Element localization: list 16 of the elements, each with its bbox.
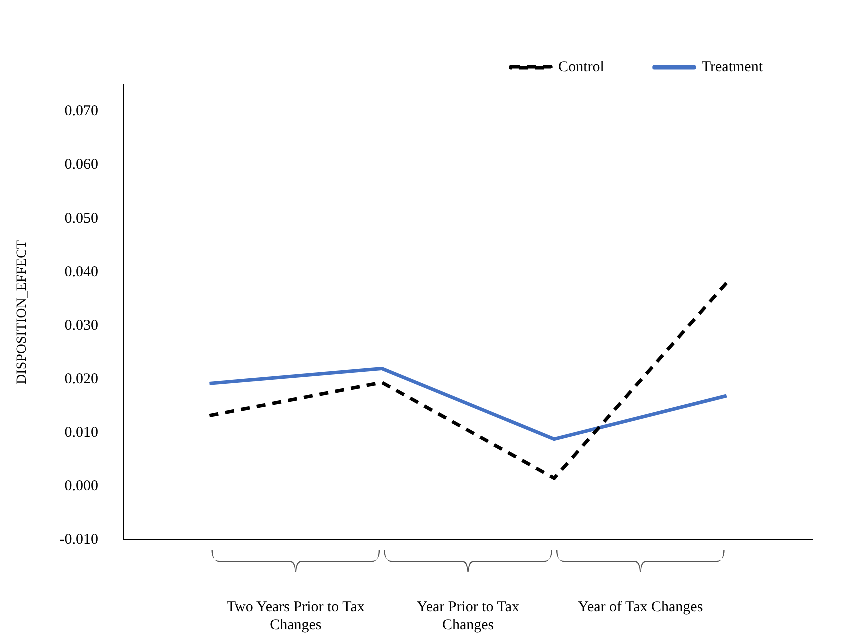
y-tick-label: -0.010 <box>60 532 99 548</box>
text: Two Years Prior to Tax Changes <box>226 599 366 634</box>
text: Year of Tax Changes <box>578 599 704 616</box>
y-tick-label: 0.010 <box>64 424 99 441</box>
legend-label: Treatment <box>702 59 764 76</box>
legend-label: Control <box>558 59 604 76</box>
y-tick-label: 0.030 <box>64 318 99 334</box>
y-tick-label: 0.000 <box>64 478 99 494</box>
y-tick-label: 0.070 <box>64 104 99 120</box>
y-tick-label: 0.020 <box>64 371 99 388</box>
line-series <box>208 281 729 480</box>
y-tick-label: 0.050 <box>64 210 99 227</box>
y-axis-title: DISPOSITION_EFFECT <box>15 240 30 384</box>
y-tick-label: 0.040 <box>64 264 99 280</box>
text: Year Prior to Tax Changes <box>416 599 520 634</box>
y-tick-label: 0.060 <box>64 157 99 174</box>
